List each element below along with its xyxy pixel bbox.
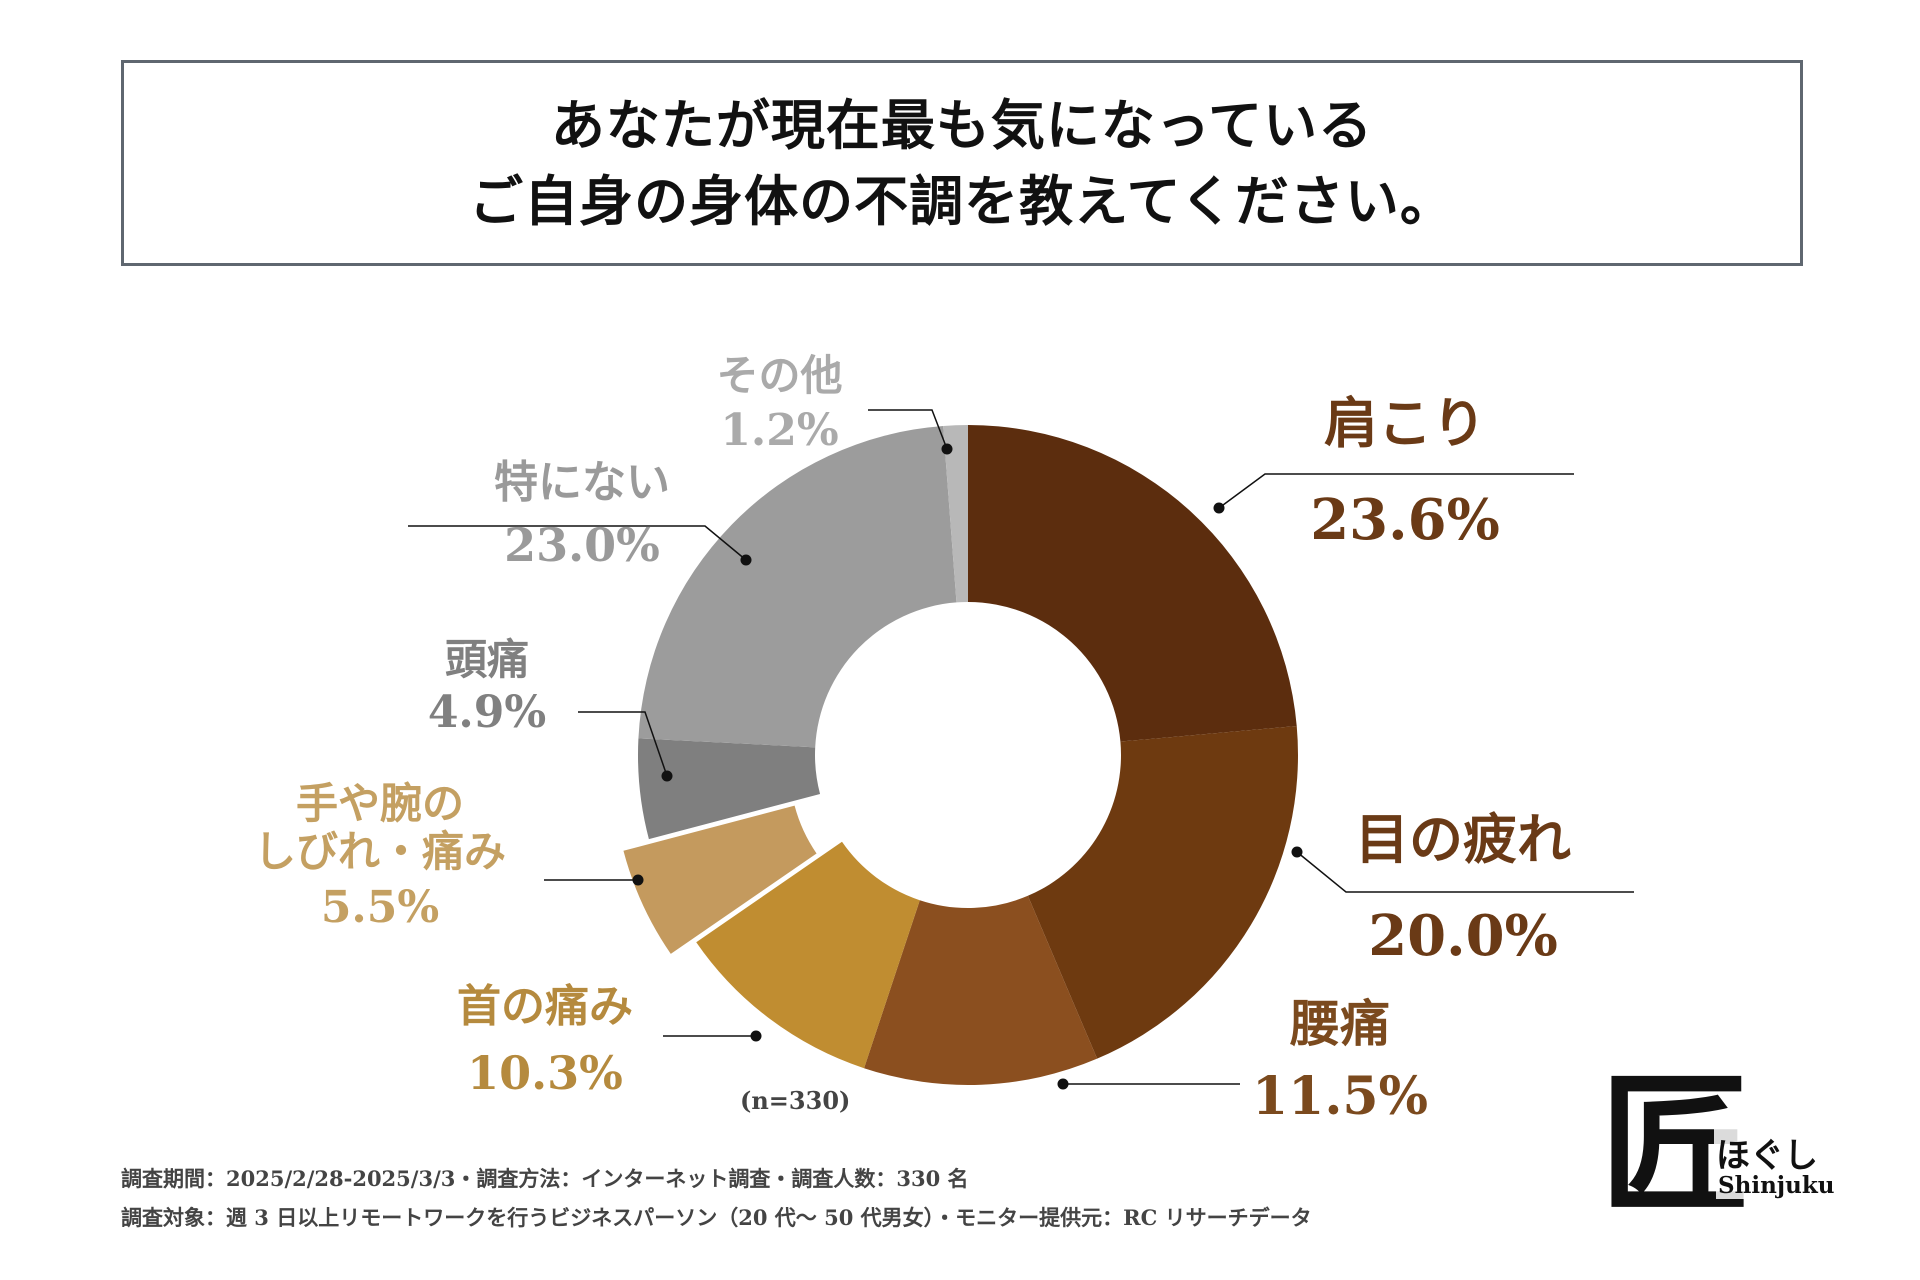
leader-katakori	[1218, 473, 1574, 509]
label-tokuninai-value: 23.0%	[504, 517, 660, 572]
label-tokuninai: 特にない 23.0%	[472, 457, 692, 572]
label-shibire-name-2: しびれ・痛み	[253, 827, 506, 877]
leader-dot-menotsukare	[1291, 846, 1303, 858]
slice-tokuninai	[638, 425, 957, 748]
leader-dot-tokuninai	[740, 554, 752, 566]
label-shibire-value: 5.5%	[320, 881, 440, 933]
slice-shibire	[623, 805, 817, 954]
slice-katakori	[968, 425, 1297, 742]
title-line-2: ご自身の身体の不調を教えてください。	[469, 169, 1455, 233]
leader-dot-kubinoitami	[750, 1030, 762, 1042]
label-menotsukare-name: 目の疲れ	[1355, 807, 1571, 871]
slice-menotsukare	[1027, 726, 1298, 1059]
label-kubinoitami-value: 10.3%	[467, 1045, 623, 1100]
label-youtsuu-name: 腰痛	[1290, 994, 1390, 1053]
leader-dot-sonota	[941, 443, 953, 455]
footer-survey-period: 調査期間：2025/2/28-2025/3/3・調査方法：インターネット調査・調…	[121, 1166, 969, 1191]
label-zutsuu-name: 頭痛	[444, 635, 529, 684]
label-katakori-name: 肩こり	[1324, 391, 1486, 455]
logo-kana: ほぐし	[1714, 1128, 1820, 1177]
slice-kubinoitami	[696, 841, 920, 1069]
leader-dot-zutsuu	[661, 770, 673, 782]
label-shibire-name-1: 手や腕の	[295, 779, 464, 828]
label-tokuninai-name: 特にない	[494, 457, 670, 508]
leader-menotsukare	[1296, 851, 1634, 893]
leader-sonota	[868, 409, 948, 450]
leader-dot-youtsuu	[1057, 1078, 1069, 1090]
sample-size: (n=330)	[740, 1086, 851, 1115]
label-youtsuu-value: 11.5%	[1251, 1065, 1429, 1127]
slice-youtsuu	[864, 895, 1098, 1085]
label-menotsukare: 目の疲れ 20.0%	[1338, 807, 1588, 970]
label-zutsuu-value: 4.9%	[427, 687, 547, 739]
logo: 匠 ほぐし Shinjuku	[1600, 1070, 1837, 1240]
label-shibire: 手や腕の しびれ・痛み 5.5%	[230, 779, 530, 933]
label-kubinoitami-name: 首の痛み	[457, 981, 633, 1032]
leader-dot-katakori	[1213, 502, 1225, 514]
label-katakori-value: 23.6%	[1310, 487, 1500, 554]
label-kubinoitami: 首の痛み 10.3%	[420, 981, 670, 1100]
leader-dot-shibire	[632, 874, 644, 886]
slice-zutsuu	[638, 738, 821, 840]
footer-survey-target: 調査対象：週 3 日以上リモートワークを行うビジネスパーソン（20 代～ 50 …	[121, 1205, 1312, 1230]
title-line-1: あなたが現在最も気になっている	[550, 93, 1374, 157]
title-box: あなたが現在最も気になっている ご自身の身体の不調を教えてください。	[121, 60, 1803, 266]
label-zutsuu: 頭痛 4.9%	[412, 635, 562, 739]
leader-tokuninai	[408, 525, 747, 561]
label-sonota-value: 1.2%	[720, 405, 839, 457]
label-sonota-name: その他	[716, 351, 843, 400]
label-menotsukare-value: 20.0%	[1368, 903, 1558, 970]
slice-sonota	[943, 425, 968, 603]
label-katakori: 肩こり 23.6%	[1290, 391, 1520, 554]
label-sonota: その他 1.2%	[692, 351, 867, 457]
leader-zutsuu	[578, 711, 668, 777]
label-youtsuu: 腰痛 11.5%	[1240, 995, 1440, 1126]
logo-english: Shinjuku	[1716, 1172, 1837, 1199]
